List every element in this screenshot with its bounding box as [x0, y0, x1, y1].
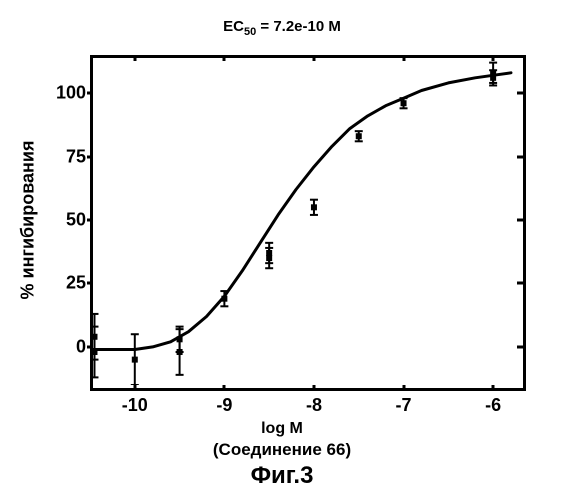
x-tick-mark: [223, 55, 226, 61]
figure-container: EC50 = 7.2e-10 M % ингибирования log M (…: [0, 0, 564, 500]
x-tick-label: -7: [396, 395, 412, 416]
y-tick-mark: [517, 219, 523, 222]
data-marker: [490, 75, 496, 81]
compound-caption: (Соединение 66): [0, 440, 564, 460]
data-marker: [91, 349, 97, 355]
y-tick-mark: [87, 92, 93, 95]
data-marker: [177, 336, 183, 342]
y-tick-mark: [87, 282, 93, 285]
x-tick-mark: [223, 385, 226, 391]
y-tick-label: 25: [46, 273, 86, 294]
y-tick-label: 0: [46, 336, 86, 357]
x-tick-mark: [402, 55, 405, 61]
data-marker: [311, 204, 317, 210]
fit-curve: [90, 73, 511, 350]
data-marker: [221, 296, 227, 302]
x-tick-label: -6: [485, 395, 501, 416]
x-axis-label: log M: [0, 420, 564, 438]
y-tick-label: 100: [46, 83, 86, 104]
y-tick-mark: [517, 282, 523, 285]
y-tick-label: 75: [46, 146, 86, 167]
x-tick-label: -8: [306, 395, 322, 416]
data-marker: [401, 100, 407, 106]
plot-svg: [90, 55, 520, 385]
y-tick-mark: [517, 155, 523, 158]
data-marker: [266, 255, 272, 261]
x-tick-label: -10: [122, 395, 148, 416]
chart-title: EC50 = 7.2e-10 M: [0, 18, 564, 38]
x-tick-mark: [133, 385, 136, 391]
data-marker: [132, 357, 138, 363]
x-tick-mark: [312, 55, 315, 61]
y-tick-mark: [517, 345, 523, 348]
x-tick-mark: [492, 385, 495, 391]
y-tick-label: 50: [46, 210, 86, 231]
y-axis-label: % ингибирования: [18, 141, 39, 300]
y-tick-mark: [517, 92, 523, 95]
x-tick-mark: [133, 55, 136, 61]
y-tick-mark: [87, 155, 93, 158]
data-marker: [356, 133, 362, 139]
figure-label: Фиг.3: [0, 462, 564, 490]
x-tick-mark: [492, 55, 495, 61]
x-tick-mark: [312, 385, 315, 391]
x-tick-label: -9: [216, 395, 232, 416]
y-tick-mark: [87, 345, 93, 348]
x-tick-mark: [402, 385, 405, 391]
y-tick-mark: [87, 219, 93, 222]
